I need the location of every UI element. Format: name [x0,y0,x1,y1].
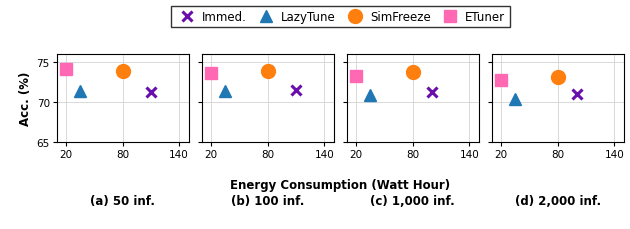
Text: (a) 50 inf.: (a) 50 inf. [90,194,155,207]
Text: (d) 2,000 inf.: (d) 2,000 inf. [515,194,601,207]
Text: (b) 100 inf.: (b) 100 inf. [231,194,304,207]
Text: (c) 1,000 inf.: (c) 1,000 inf. [370,194,455,207]
Y-axis label: Acc. (%): Acc. (%) [20,71,32,125]
Text: Energy Consumption (Watt Hour): Energy Consumption (Watt Hour) [230,178,450,191]
Legend: Immed., LazyTune, SimFreeze, ETuner: Immed., LazyTune, SimFreeze, ETuner [171,7,510,28]
